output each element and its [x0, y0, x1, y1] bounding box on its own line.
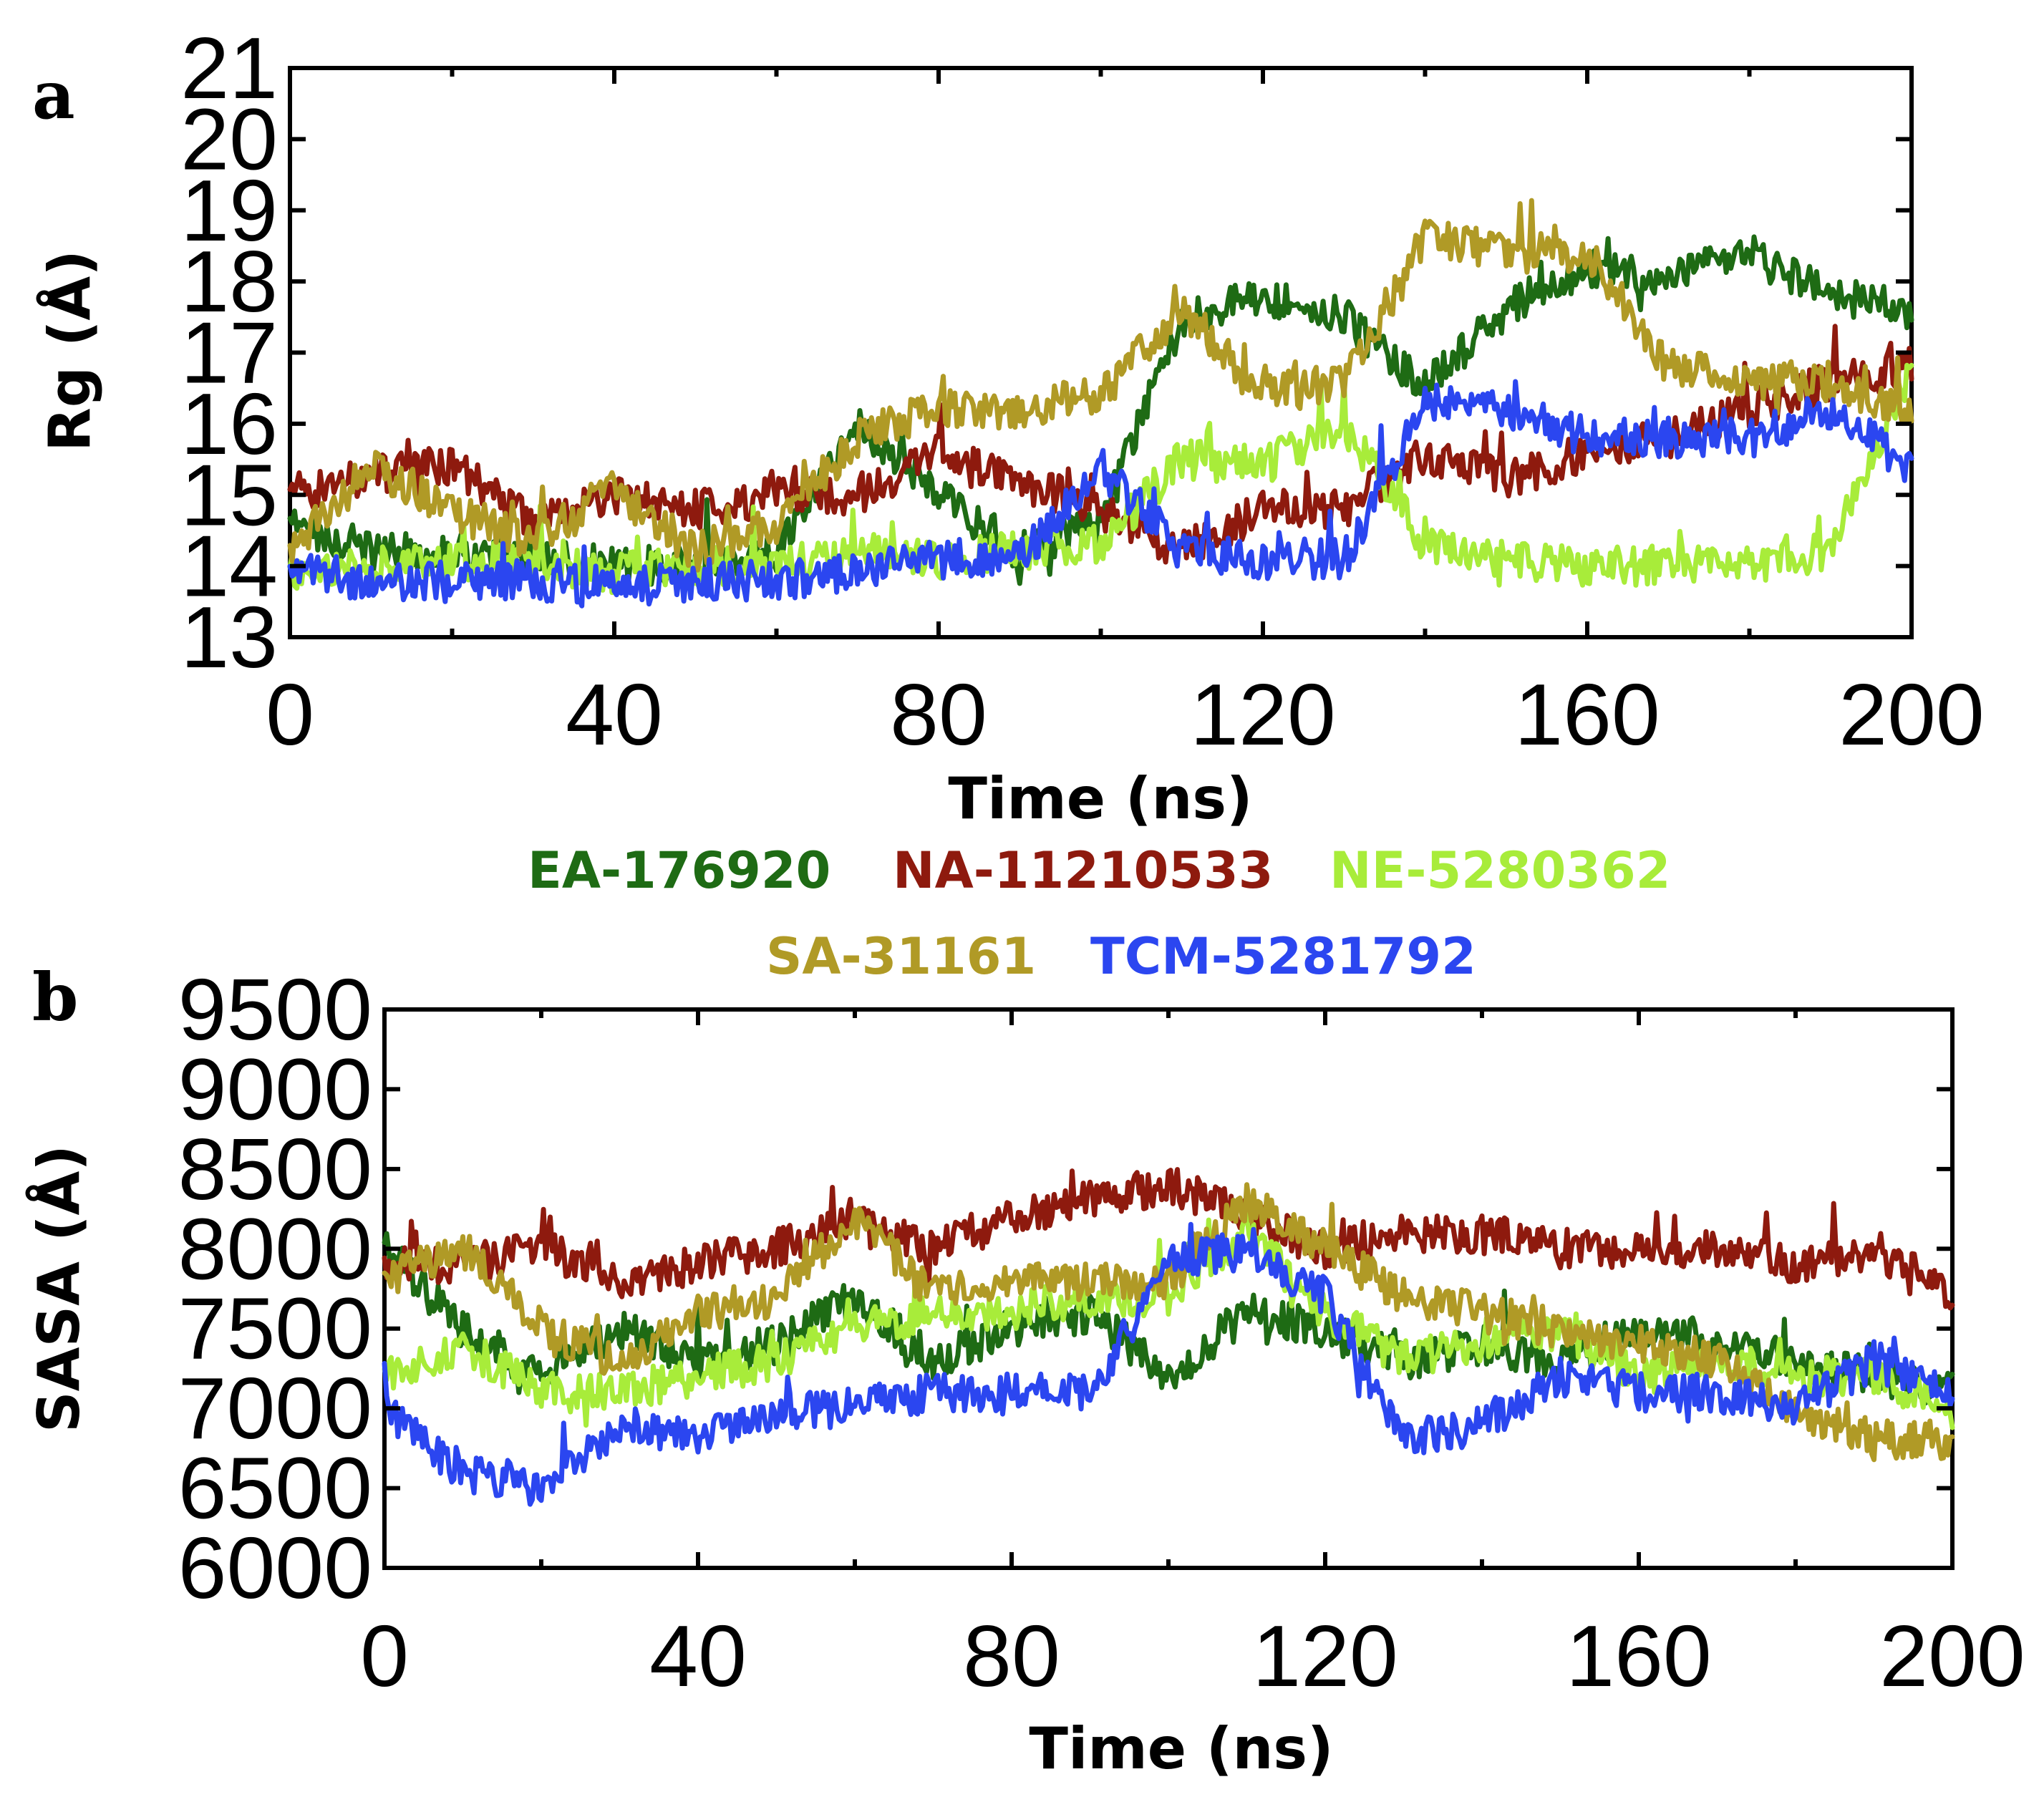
- panel-a-y-tick-label-13: 13: [180, 588, 278, 686]
- panel-b-x-tick-label-120: 120: [1252, 1607, 1398, 1705]
- legend: EA-176920 NA-11210533 NE-5280362 SA-3116…: [528, 841, 1670, 986]
- panel-a-y-tick-label-17: 17: [180, 304, 278, 402]
- panel-b-x-tick-label-200: 200: [1879, 1607, 2025, 1705]
- panel-a-series-tcm-5281792: [287, 379, 1914, 609]
- panel-b-x-tick-label-0: 0: [360, 1607, 409, 1705]
- panel-b-series-sa-31161: [382, 1182, 1955, 1463]
- panel-a-y-tick-label-20: 20: [180, 90, 278, 188]
- panel-a-x-tick-label-160: 160: [1514, 666, 1660, 763]
- panel-b-series-na-11210533: [382, 1167, 1955, 1311]
- panel-b-x-tick-label-80: 80: [963, 1607, 1060, 1705]
- panel-b-x-tick-label-40: 40: [649, 1607, 747, 1705]
- panel-a-x-tick-label-200: 200: [1839, 666, 1985, 763]
- legend-item-na-11210533: NA-11210533: [893, 841, 1273, 900]
- panel-b-y-tick-label-7000: 7000: [178, 1360, 372, 1457]
- panel-b-y-tick-label-6500: 6500: [178, 1440, 372, 1537]
- panel-a-x-tick-label-120: 120: [1190, 666, 1336, 763]
- panel-a-x-tick-label-80: 80: [890, 666, 987, 763]
- panel-a-y-tick-label-14: 14: [180, 518, 278, 615]
- panel-a-y-tick-label-15: 15: [180, 446, 278, 543]
- panel-b-x-tick-label-160: 160: [1566, 1607, 1712, 1705]
- legend-item-ea-176920: EA-176920: [528, 841, 830, 900]
- legend-item-sa-31161: SA-31161: [766, 927, 1036, 986]
- panel-b-y-tick-label-9500: 9500: [178, 961, 372, 1058]
- panel-b-y-tick-label-9000: 9000: [178, 1040, 372, 1138]
- panel-b-y-axis-title: SASA (Å): [25, 1145, 92, 1433]
- panel-b-series-ea-176920: [382, 1231, 1955, 1406]
- panel-a-x-tick-label-40: 40: [566, 666, 663, 763]
- panel-a-y-tick-label-19: 19: [180, 162, 278, 259]
- panel-b-ticks: 0 40 80 120 160 200 60006500700075008000850090…: [178, 961, 2025, 1705]
- panel-a-label: a: [32, 57, 75, 134]
- panel-b-plot: 0 40 80 120 160 200 60006500700075008000850090…: [25, 961, 2025, 1782]
- panel-b-y-tick-label-6000: 6000: [178, 1519, 372, 1617]
- panel-b-x-axis-title: Time (ns): [1029, 1715, 1333, 1782]
- panel-a-series-sa-31161: [287, 198, 1914, 573]
- panel-b-series-ne-5280362: [382, 1211, 1955, 1430]
- panel-b-y-tick-label-8000: 8000: [178, 1200, 372, 1297]
- panel-b-label: b: [32, 959, 78, 1036]
- panel-b-series-tcm-5281792: [382, 1221, 1955, 1507]
- panel-a-y-tick-label-18: 18: [180, 233, 278, 330]
- panel-a-x-axis-title: Time (ns): [948, 765, 1252, 832]
- panel-a-y-axis-title: Rg (Å): [36, 250, 103, 452]
- panel-a-y-tick-label-16: 16: [180, 375, 278, 473]
- panel-a-x-tick-label-0: 0: [266, 666, 314, 763]
- panel-b-y-tick-label-7500: 7500: [178, 1280, 372, 1377]
- panel-a-y-tick-label-21: 21: [180, 19, 278, 117]
- panel-a-series-group: [287, 198, 1914, 609]
- legend-item-tcm-5281792: TCM-5281792: [1090, 927, 1476, 986]
- legend-item-ne-5280362: NE-5280362: [1329, 841, 1670, 900]
- panel-b-y-tick-label-8500: 8500: [178, 1120, 372, 1218]
- panel-b-series-group: [382, 1167, 1955, 1507]
